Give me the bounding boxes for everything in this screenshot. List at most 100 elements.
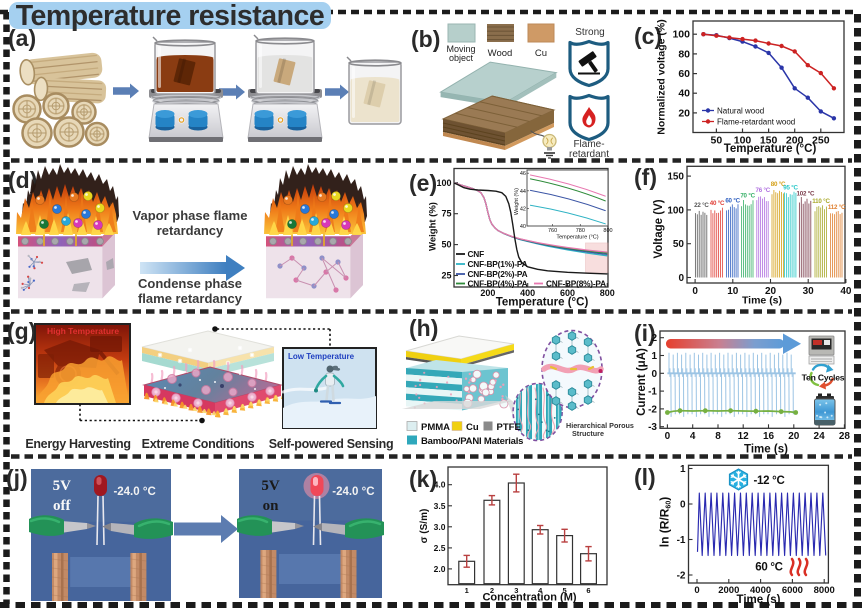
svg-text:-2: -2 [677, 571, 686, 582]
svg-text:Vapor phase flame: Vapor phase flame [133, 208, 248, 223]
svg-text:Temperature (°C): Temperature (°C) [556, 235, 598, 241]
svg-text:0: 0 [692, 286, 698, 297]
svg-text:Hierarchical Porous: Hierarchical Porous [566, 421, 634, 430]
svg-text:40: 40 [678, 88, 690, 100]
svg-text:Moving: Moving [446, 44, 475, 54]
svg-text:112 °C: 112 °C [828, 204, 846, 211]
svg-text:4.0: 4.0 [434, 480, 446, 490]
svg-text:40 °C: 40 °C [710, 200, 725, 207]
svg-text:σ (S/m): σ (S/m) [419, 509, 430, 544]
svg-text:250: 250 [812, 135, 830, 147]
svg-text:100: 100 [672, 29, 690, 41]
svg-text:Flame-: Flame- [573, 139, 604, 150]
svg-text:-12 °C: -12 °C [754, 475, 785, 487]
svg-text:2000: 2000 [718, 585, 739, 596]
svg-text:102 °C: 102 °C [797, 190, 816, 197]
svg-text:(i): (i) [634, 320, 656, 346]
svg-text:200: 200 [786, 135, 804, 147]
svg-text:Normalized voltage (%): Normalized voltage (%) [656, 19, 668, 135]
svg-text:76 °C: 76 °C [756, 187, 771, 194]
svg-text:5V: 5V [261, 478, 280, 494]
svg-text:(e): (e) [409, 170, 437, 196]
svg-text:0: 0 [680, 500, 686, 511]
svg-text:8000: 8000 [814, 585, 835, 596]
svg-text:Condense phase: Condense phase [138, 276, 242, 291]
svg-text:-3: -3 [648, 422, 657, 433]
svg-text:(c): (c) [634, 23, 662, 49]
svg-text:30: 30 [803, 286, 815, 297]
svg-text:Wood: Wood [488, 48, 513, 59]
svg-text:(b): (b) [411, 26, 440, 52]
svg-text:50: 50 [441, 240, 451, 250]
svg-text:Energy Harvesting: Energy Harvesting [25, 437, 130, 451]
svg-text:Temperature (°C): Temperature (°C) [724, 143, 817, 155]
svg-text:0: 0 [665, 431, 671, 442]
svg-text:20: 20 [678, 107, 690, 119]
svg-text:(l): (l) [634, 464, 656, 490]
svg-text:42: 42 [520, 206, 526, 212]
svg-text:Time (s): Time (s) [744, 444, 788, 456]
svg-text:3: 3 [514, 586, 518, 595]
svg-text:Bamboo/PANI Materials: Bamboo/PANI Materials [421, 436, 523, 447]
svg-text:1: 1 [651, 351, 657, 362]
svg-text:24: 24 [814, 431, 826, 442]
svg-text:(f): (f) [634, 164, 657, 190]
svg-text:5: 5 [563, 586, 567, 595]
svg-text:2: 2 [651, 333, 657, 344]
svg-text:Self-powered Sensing: Self-powered Sensing [269, 437, 394, 451]
svg-text:Current (μA): Current (μA) [636, 348, 648, 416]
svg-text:CNF-BP(2%)-PA: CNF-BP(2%)-PA [468, 269, 528, 279]
svg-text:100: 100 [436, 178, 451, 188]
svg-text:ln (R/R60): ln (R/R60) [658, 497, 673, 547]
svg-text:(g): (g) [7, 318, 36, 344]
svg-text:Structure: Structure [572, 429, 604, 438]
svg-text:400: 400 [520, 288, 535, 298]
svg-text:Time (s): Time (s) [742, 295, 782, 307]
svg-text:Ten Cycles: Ten Cycles [802, 373, 845, 383]
svg-text:600: 600 [560, 288, 575, 298]
svg-text:3.0: 3.0 [434, 522, 446, 532]
svg-text:Cu: Cu [535, 48, 547, 59]
svg-text:4000: 4000 [750, 585, 771, 596]
svg-text:80: 80 [678, 48, 690, 60]
svg-text:retardant: retardant [569, 149, 609, 160]
svg-text:8: 8 [715, 431, 721, 442]
svg-text:10: 10 [727, 286, 739, 297]
svg-text:Voltage (V): Voltage (V) [653, 199, 665, 258]
svg-text:70 °C: 70 °C [740, 192, 755, 199]
svg-text:Extreme Conditions: Extreme Conditions [142, 437, 255, 451]
svg-text:16: 16 [763, 431, 775, 442]
svg-text:-1: -1 [677, 535, 686, 546]
svg-text:100: 100 [667, 205, 684, 216]
svg-text:CNF-BP(1%)-PA: CNF-BP(1%)-PA [468, 259, 528, 269]
svg-text:44: 44 [520, 189, 526, 195]
svg-text:High Temperature: High Temperature [47, 326, 119, 336]
svg-text:4: 4 [538, 586, 543, 595]
svg-text:40: 40 [520, 224, 526, 230]
svg-text:75: 75 [441, 209, 451, 219]
svg-text:12: 12 [738, 431, 750, 442]
svg-text:(j): (j) [6, 465, 28, 491]
svg-text:6: 6 [586, 586, 590, 595]
svg-text:Weight (%): Weight (%) [428, 202, 439, 251]
svg-text:-2: -2 [648, 404, 657, 415]
svg-text:flame retardancy: flame retardancy [138, 291, 243, 306]
svg-text:0: 0 [694, 585, 699, 596]
svg-text:off: off [53, 498, 71, 514]
svg-text:200: 200 [480, 288, 495, 298]
svg-text:Concentration (M): Concentration (M) [482, 592, 576, 604]
svg-text:CNF-BP(4%)-PA: CNF-BP(4%)-PA [468, 279, 528, 289]
svg-text:110 °C: 110 °C [812, 198, 830, 205]
svg-text:2.5: 2.5 [434, 543, 446, 553]
svg-text:Low Temperature: Low Temperature [288, 352, 355, 361]
svg-text:Natural wood: Natural wood [717, 107, 764, 116]
svg-text:22 °C: 22 °C [694, 202, 709, 209]
svg-text:CNF-BP(8%)-PA: CNF-BP(8%)-PA [546, 279, 606, 289]
svg-text:Time (s): Time (s) [737, 594, 781, 606]
svg-text:28: 28 [839, 431, 851, 442]
svg-text:800: 800 [603, 228, 612, 234]
svg-text:760: 760 [548, 228, 557, 234]
svg-text:20: 20 [765, 286, 777, 297]
svg-text:Strong: Strong [575, 27, 604, 38]
svg-text:Temperature (°C): Temperature (°C) [496, 297, 589, 309]
